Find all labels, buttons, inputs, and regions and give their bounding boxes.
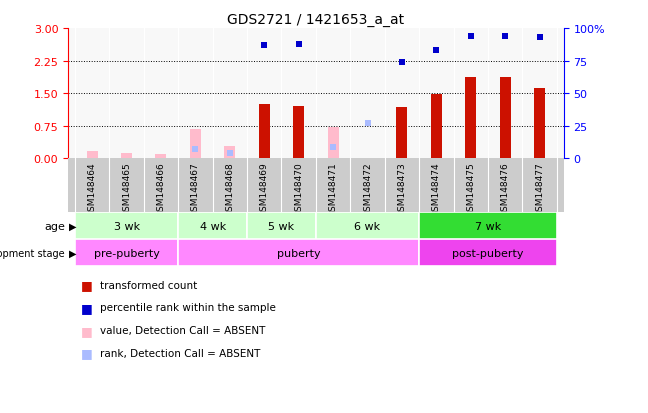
Text: GSM148477: GSM148477 bbox=[535, 162, 544, 216]
Point bbox=[225, 150, 235, 157]
Text: development stage: development stage bbox=[0, 248, 65, 258]
Text: GSM148472: GSM148472 bbox=[363, 162, 372, 216]
Bar bbox=[316, 213, 419, 240]
Bar bbox=[75, 240, 178, 266]
Text: post-puberty: post-puberty bbox=[452, 248, 524, 258]
Text: GSM148475: GSM148475 bbox=[467, 162, 476, 216]
Point bbox=[500, 33, 511, 40]
Text: GSM148469: GSM148469 bbox=[260, 162, 269, 216]
Point bbox=[535, 35, 545, 41]
Text: transformed count: transformed count bbox=[100, 280, 198, 290]
Bar bbox=[293, 107, 304, 159]
Text: 6 wk: 6 wk bbox=[354, 221, 380, 231]
Bar bbox=[87, 151, 98, 159]
Text: 5 wk: 5 wk bbox=[268, 221, 295, 231]
Bar bbox=[431, 95, 442, 159]
Text: 4 wk: 4 wk bbox=[200, 221, 226, 231]
Text: ■: ■ bbox=[81, 278, 93, 292]
Bar bbox=[247, 213, 316, 240]
Bar bbox=[156, 155, 167, 159]
Text: value, Detection Call = ABSENT: value, Detection Call = ABSENT bbox=[100, 325, 266, 335]
Point bbox=[191, 147, 201, 153]
Text: GSM148465: GSM148465 bbox=[122, 162, 131, 216]
Bar bbox=[75, 213, 178, 240]
Bar bbox=[178, 213, 247, 240]
Text: ▶: ▶ bbox=[69, 248, 76, 258]
Bar bbox=[259, 105, 270, 159]
Text: GSM148471: GSM148471 bbox=[329, 162, 338, 216]
Text: percentile rank within the sample: percentile rank within the sample bbox=[100, 303, 276, 313]
Bar bbox=[397, 108, 408, 159]
Text: 7 wk: 7 wk bbox=[475, 221, 501, 231]
Text: GSM148468: GSM148468 bbox=[226, 162, 235, 216]
Point bbox=[431, 48, 441, 55]
Title: GDS2721 / 1421653_a_at: GDS2721 / 1421653_a_at bbox=[227, 12, 404, 26]
Text: GSM148473: GSM148473 bbox=[397, 162, 406, 216]
Text: puberty: puberty bbox=[277, 248, 321, 258]
Text: GSM148470: GSM148470 bbox=[294, 162, 303, 216]
Text: 3 wk: 3 wk bbox=[113, 221, 139, 231]
Bar bbox=[419, 213, 557, 240]
Text: GSM148464: GSM148464 bbox=[87, 162, 97, 216]
Bar bbox=[328, 128, 339, 159]
Text: GSM148474: GSM148474 bbox=[432, 162, 441, 216]
Bar bbox=[500, 78, 511, 159]
Bar bbox=[121, 154, 132, 159]
Point bbox=[294, 41, 304, 48]
Text: pre-puberty: pre-puberty bbox=[93, 248, 159, 258]
Text: rank, Detection Call = ABSENT: rank, Detection Call = ABSENT bbox=[100, 348, 260, 358]
Text: ■: ■ bbox=[81, 347, 93, 360]
Point bbox=[259, 43, 270, 49]
Point bbox=[328, 144, 338, 151]
Bar bbox=[465, 78, 476, 159]
Bar bbox=[190, 130, 201, 159]
Text: ■: ■ bbox=[81, 324, 93, 337]
Text: ▶: ▶ bbox=[69, 221, 76, 231]
Point bbox=[362, 121, 373, 127]
Bar bbox=[419, 240, 557, 266]
Text: GSM148476: GSM148476 bbox=[501, 162, 510, 216]
Text: ■: ■ bbox=[81, 301, 93, 314]
Bar bbox=[534, 89, 545, 159]
Text: GSM148467: GSM148467 bbox=[191, 162, 200, 216]
Point bbox=[397, 59, 407, 66]
Bar bbox=[224, 147, 235, 159]
Point bbox=[466, 33, 476, 40]
Text: age: age bbox=[44, 221, 65, 231]
Bar bbox=[178, 240, 419, 266]
Text: GSM148466: GSM148466 bbox=[156, 162, 165, 216]
